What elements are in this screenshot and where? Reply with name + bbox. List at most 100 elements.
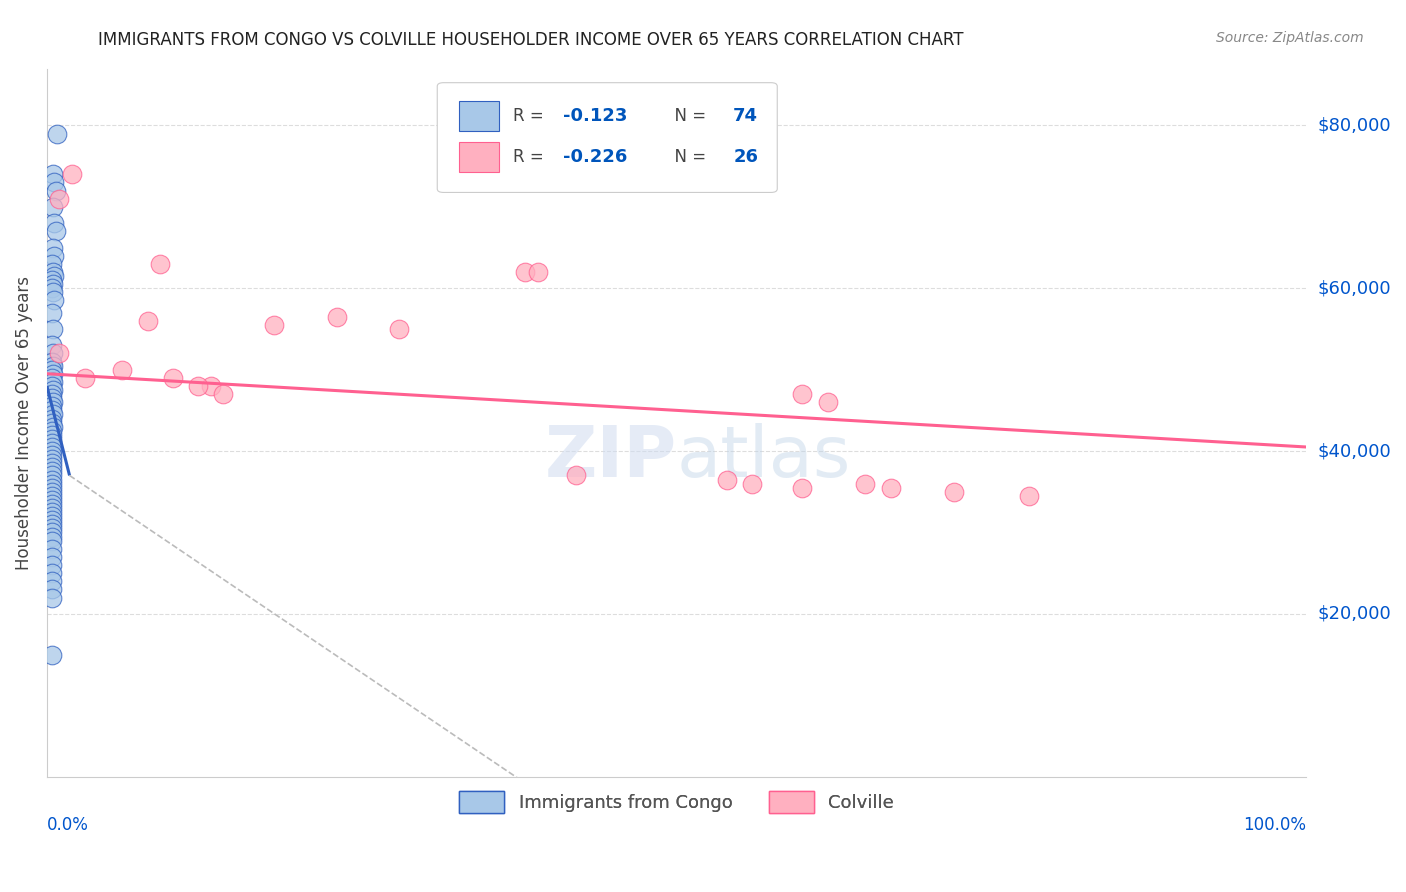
Point: [41, 399, 63, 413]
Point: [41, 484, 63, 499]
Point: [41, 362, 63, 376]
Point: [42, 346, 65, 360]
Text: 0.0%: 0.0%: [46, 815, 89, 833]
Point: [41, 306, 63, 320]
Point: [527, 265, 550, 279]
Point: [42, 322, 65, 336]
Text: R =: R =: [513, 107, 548, 125]
Point: [41, 424, 63, 438]
Point: [41, 525, 63, 540]
Point: [45, 184, 67, 198]
Point: [41, 497, 63, 511]
Point: [41, 489, 63, 503]
Point: [41, 436, 63, 450]
Point: [44, 268, 66, 283]
Point: [741, 476, 763, 491]
Point: [44, 176, 66, 190]
Point: [263, 318, 285, 332]
Point: [42, 241, 65, 255]
Text: -0.226: -0.226: [564, 148, 627, 166]
Point: [42, 265, 65, 279]
Point: [48, 346, 70, 360]
Point: [41, 460, 63, 475]
Point: [42, 167, 65, 181]
Point: [41, 391, 63, 405]
Point: [48, 192, 70, 206]
Text: 100.0%: 100.0%: [1243, 815, 1306, 833]
Point: [41, 533, 63, 548]
Text: IMMIGRANTS FROM CONGO VS COLVILLE HOUSEHOLDER INCOME OVER 65 YEARS CORRELATION C: IMMIGRANTS FROM CONGO VS COLVILLE HOUSEH…: [98, 31, 965, 49]
Point: [325, 310, 347, 324]
Point: [44, 249, 66, 263]
Point: [41, 505, 63, 519]
Point: [388, 322, 411, 336]
Point: [41, 473, 63, 487]
Point: [41, 338, 63, 352]
Point: [41, 648, 63, 662]
Text: R =: R =: [513, 148, 548, 166]
Point: [41, 513, 63, 527]
FancyBboxPatch shape: [458, 142, 499, 172]
Text: -0.123: -0.123: [564, 107, 627, 125]
Point: [149, 257, 172, 271]
Point: [792, 481, 814, 495]
Text: ZIP: ZIP: [544, 424, 676, 492]
Point: [41, 468, 63, 483]
Point: [41, 456, 63, 470]
Point: [45, 224, 67, 238]
Text: $20,000: $20,000: [1317, 605, 1391, 623]
Text: 26: 26: [733, 148, 758, 166]
Point: [41, 521, 63, 535]
Point: [42, 200, 65, 214]
Point: [41, 566, 63, 581]
Point: [42, 277, 65, 292]
Point: [41, 591, 63, 605]
Point: [41, 411, 63, 425]
Text: $40,000: $40,000: [1317, 442, 1391, 460]
Point: [162, 371, 184, 385]
Point: [41, 354, 63, 368]
Point: [187, 379, 209, 393]
Point: [41, 517, 63, 532]
Point: [42, 408, 65, 422]
Text: N =: N =: [664, 107, 711, 125]
Point: [41, 492, 63, 507]
Point: [42, 375, 65, 389]
Point: [879, 481, 901, 495]
Point: [41, 574, 63, 589]
Point: [42, 383, 65, 397]
Point: [42, 395, 65, 409]
Point: [41, 379, 63, 393]
Point: [42, 359, 65, 373]
Point: [41, 416, 63, 430]
Point: [41, 558, 63, 572]
Point: [41, 273, 63, 287]
Point: [212, 387, 235, 401]
Point: [41, 541, 63, 556]
Point: [46, 127, 69, 141]
Point: [41, 257, 63, 271]
FancyBboxPatch shape: [437, 83, 778, 193]
Point: [41, 427, 63, 442]
Point: [41, 432, 63, 446]
Point: [41, 549, 63, 564]
Point: [942, 484, 965, 499]
Point: [41, 582, 63, 597]
Point: [44, 293, 66, 308]
Point: [792, 387, 814, 401]
Point: [60, 167, 83, 181]
FancyBboxPatch shape: [458, 101, 499, 131]
Point: [42, 419, 65, 434]
Point: [855, 476, 877, 491]
Point: [41, 387, 63, 401]
Point: [41, 444, 63, 458]
Point: [41, 403, 63, 417]
Text: $80,000: $80,000: [1317, 117, 1391, 135]
Point: [41, 509, 63, 524]
Y-axis label: Householder Income Over 65 years: Householder Income Over 65 years: [15, 276, 32, 570]
Text: N =: N =: [664, 148, 711, 166]
Point: [44, 216, 66, 230]
Text: atlas: atlas: [676, 424, 851, 492]
Point: [41, 440, 63, 454]
Point: [716, 473, 738, 487]
